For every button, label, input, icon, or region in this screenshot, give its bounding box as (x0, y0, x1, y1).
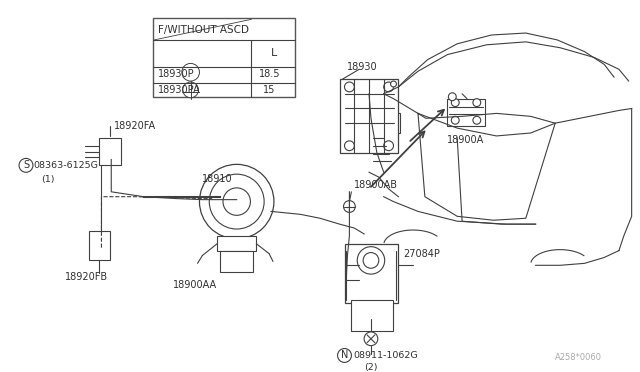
Circle shape (344, 141, 355, 151)
Text: 27084P: 27084P (403, 248, 440, 259)
Text: 08911-1062G: 08911-1062G (353, 351, 418, 360)
Text: 18930PA: 18930PA (158, 85, 201, 95)
Text: A258*0060: A258*0060 (556, 353, 602, 362)
Circle shape (182, 63, 200, 81)
Text: 18930P: 18930P (158, 69, 195, 79)
Circle shape (223, 188, 250, 215)
Bar (217, 236, 256, 251)
Bar (351, 299, 392, 331)
Circle shape (473, 99, 481, 106)
Circle shape (364, 332, 378, 346)
Text: 18900AA: 18900AA (173, 280, 217, 290)
Circle shape (344, 201, 355, 212)
Circle shape (390, 81, 396, 87)
Circle shape (200, 164, 274, 239)
Text: F/WITHOUT ASCD: F/WITHOUT ASCD (158, 25, 250, 35)
Bar (344, 244, 399, 302)
Bar (340, 79, 399, 153)
Text: L: L (271, 48, 277, 58)
Text: 18.5: 18.5 (259, 69, 281, 79)
Bar (371, 113, 401, 133)
Circle shape (384, 82, 394, 92)
Circle shape (384, 141, 394, 151)
Text: 18900A: 18900A (447, 135, 484, 145)
Circle shape (344, 82, 355, 92)
Circle shape (363, 253, 379, 268)
Text: (2): (2) (364, 363, 378, 372)
Text: N: N (341, 350, 348, 360)
Text: 18920FA: 18920FA (114, 121, 156, 131)
Bar (447, 99, 484, 126)
Circle shape (357, 247, 385, 274)
Text: (1): (1) (41, 174, 54, 183)
Circle shape (451, 99, 459, 106)
Circle shape (209, 174, 264, 229)
Text: 18900AB: 18900AB (355, 180, 398, 190)
Text: 15: 15 (263, 85, 276, 95)
Circle shape (473, 116, 481, 124)
Text: 18910: 18910 (202, 174, 233, 184)
Text: 08363-6125G: 08363-6125G (34, 161, 99, 170)
Text: S: S (23, 160, 29, 170)
Circle shape (183, 82, 198, 98)
Text: 18930: 18930 (348, 62, 378, 72)
Bar (89, 231, 110, 260)
Circle shape (449, 93, 456, 101)
Bar (99, 138, 121, 165)
Bar (154, 18, 296, 97)
Text: 18920FB: 18920FB (65, 272, 108, 282)
Circle shape (451, 116, 459, 124)
Bar (220, 251, 253, 272)
